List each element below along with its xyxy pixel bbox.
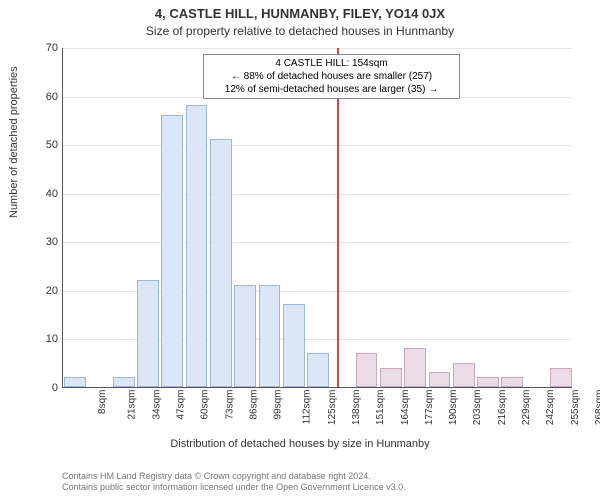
histogram-bar (113, 377, 135, 387)
histogram-bar (356, 353, 378, 387)
histogram-bar (380, 368, 402, 387)
x-tick-label: 177sqm (424, 390, 435, 426)
x-tick-label: 255sqm (570, 390, 581, 426)
x-tick-label: 112sqm (302, 390, 313, 425)
credits-line-1: Contains HM Land Registry data © Crown c… (62, 471, 406, 483)
x-tick-label: 268sqm (594, 390, 600, 426)
histogram-bar (404, 348, 426, 387)
y-tick-label: 10 (33, 333, 58, 345)
histogram-bar (501, 377, 523, 387)
x-tick-label: 73sqm (224, 390, 235, 420)
histogram-bar (64, 377, 86, 387)
y-tick-label: 30 (33, 236, 58, 248)
gridline (63, 48, 572, 49)
credits-block: Contains HM Land Registry data © Crown c… (62, 471, 406, 494)
x-tick-label: 216sqm (497, 390, 508, 426)
annotation-line-2: ← 88% of detached houses are smaller (25… (204, 70, 459, 83)
histogram-bar (550, 368, 572, 387)
y-tick-label: 60 (33, 91, 58, 103)
x-tick-label: 151sqm (375, 390, 386, 426)
histogram-bar (307, 353, 329, 387)
annotation-line-3: 12% of semi-detached houses are larger (… (204, 83, 459, 96)
histogram-bar (453, 363, 475, 387)
gridline (63, 242, 572, 243)
y-tick-label: 20 (33, 285, 58, 297)
annotation-box: 4 CASTLE HILL: 154sqm← 88% of detached h… (203, 54, 460, 99)
histogram-bar (283, 304, 305, 387)
x-tick-label: 86sqm (248, 390, 259, 420)
histogram-bar (210, 139, 232, 387)
x-tick-label: 229sqm (521, 390, 532, 426)
x-tick-label: 8sqm (97, 390, 108, 414)
y-axis-label: Number of detached properties (8, 66, 20, 218)
x-tick-label: 125sqm (327, 390, 338, 426)
x-tick-label: 60sqm (200, 390, 211, 420)
y-tick-label: 0 (33, 382, 58, 394)
gridline (63, 194, 572, 195)
y-tick-label: 40 (33, 188, 58, 200)
x-tick-label: 242sqm (545, 390, 556, 426)
histogram-bar (477, 377, 499, 387)
histogram-bar (234, 285, 256, 387)
x-tick-label: 34sqm (151, 390, 162, 420)
y-tick-label: 50 (33, 139, 58, 151)
x-tick-label: 99sqm (273, 390, 284, 420)
chart-plot-area: 0102030405060708sqm21sqm34sqm47sqm60sqm7… (62, 48, 572, 388)
gridline (63, 145, 572, 146)
x-tick-label: 138sqm (351, 390, 362, 426)
x-tick-label: 203sqm (473, 390, 484, 426)
credits-line-2: Contains public sector information licen… (62, 482, 406, 494)
histogram-bar (137, 280, 159, 387)
y-tick-label: 70 (33, 42, 58, 54)
title-line-1: 4, CASTLE HILL, HUNMANBY, FILEY, YO14 0J… (0, 6, 600, 21)
x-tick-label: 21sqm (127, 390, 138, 420)
histogram-bar (259, 285, 281, 387)
histogram-bar (429, 372, 451, 387)
x-tick-label: 190sqm (448, 390, 459, 426)
histogram-bar (186, 105, 208, 387)
x-tick-label: 47sqm (176, 390, 187, 420)
histogram-bar (161, 115, 183, 387)
x-tick-label: 164sqm (400, 390, 411, 426)
annotation-line-1: 4 CASTLE HILL: 154sqm (204, 57, 459, 70)
title-line-2: Size of property relative to detached ho… (0, 24, 600, 38)
x-axis-label: Distribution of detached houses by size … (0, 438, 600, 450)
